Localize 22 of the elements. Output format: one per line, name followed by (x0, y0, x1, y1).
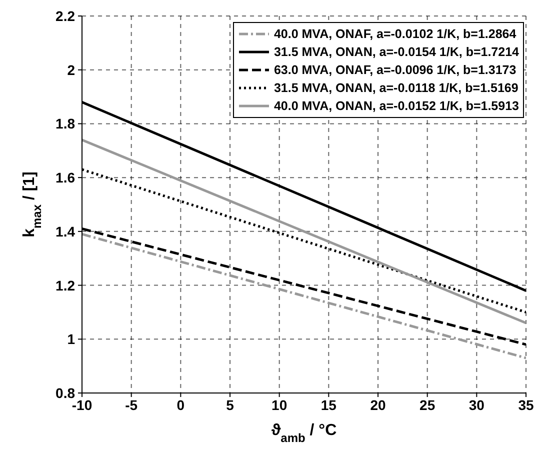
x-tick-label: -5 (125, 396, 138, 413)
x-tick-label: 25 (420, 396, 436, 413)
x-tick-label: 15 (320, 396, 337, 413)
y-tick-label: 2 (67, 62, 76, 78)
y-tick-label: 1.6 (56, 170, 76, 186)
legend-label: 31.5 MVA, ONAN, a=-0.0118 1/K, b=1.5169 (274, 80, 518, 97)
legend-label: 40.0 MVA, ONAF, a=-0.0102 1/K, b=1.2864 (274, 26, 516, 43)
x-tick-label: 20 (370, 396, 386, 413)
x-tick-label: 0 (176, 396, 185, 413)
legend-label: 40.0 MVA, ONAN, a=-0.0152 1/K, b=1.5913 (274, 98, 519, 115)
y-tick-label: 1.2 (56, 277, 76, 294)
y-tick-label: 1.8 (56, 116, 76, 132)
y-tick-label: 2.2 (56, 8, 76, 24)
y-tick-label: 1.4 (56, 223, 76, 240)
x-axis-title: ϑ$_{amb}$ / °C (271, 422, 338, 445)
x-tick-label: 30 (468, 396, 485, 413)
y-tick-label: 1 (67, 331, 76, 348)
x-tick-label: 35 (518, 396, 534, 413)
x-tick-label: 5 (226, 396, 234, 413)
x-tick-label: 10 (272, 396, 288, 413)
legend-label: 31.5 MVA, ONAN, a=-0.0154 1/K, b=1.7214 (274, 44, 519, 61)
legend-label: 63.0 MVA, ONAF, a=-0.0096 1/K, b=1.3173 (274, 62, 516, 79)
